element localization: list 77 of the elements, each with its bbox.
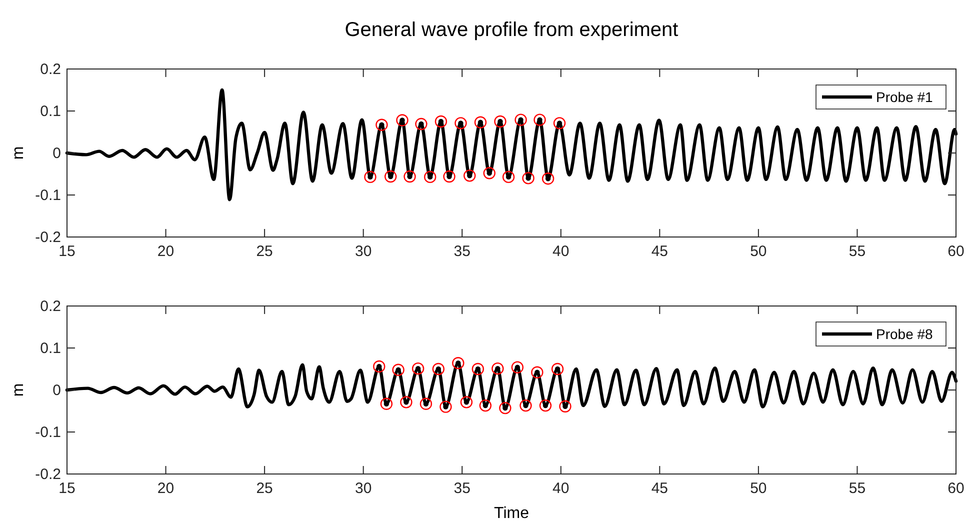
point (380, 398, 393, 410)
point (420, 398, 432, 410)
point (415, 118, 428, 130)
point (400, 396, 412, 408)
x-tick-label: 20 (157, 243, 174, 260)
point (384, 170, 397, 183)
point (494, 115, 506, 128)
point (412, 362, 424, 375)
point (472, 362, 484, 376)
point (531, 366, 544, 378)
point (551, 362, 564, 376)
y-tick-label: 0.1 (40, 103, 61, 120)
x-axis-title: Time (494, 505, 530, 522)
x-tick-label: 55 (848, 480, 866, 497)
x-tick-label: 55 (848, 243, 866, 260)
point (460, 396, 473, 408)
y-tick-label: 0.2 (40, 298, 61, 315)
point (483, 167, 496, 180)
point (424, 170, 436, 184)
point (499, 402, 512, 414)
x-tick-label: 50 (750, 480, 767, 497)
point (539, 399, 552, 412)
point (440, 400, 452, 413)
x-tick-label: 45 (651, 243, 668, 260)
y-tick-label: -0.1 (35, 187, 61, 204)
x-tick-label: 15 (58, 243, 76, 260)
chart-title: General wave profile from experiment (344, 19, 679, 41)
y-tick-label: -0.1 (35, 424, 61, 441)
x-tick-label: 15 (58, 480, 76, 497)
x-tick-label: 25 (256, 243, 273, 260)
point (534, 114, 546, 126)
point (432, 362, 445, 376)
point (522, 172, 534, 184)
point (464, 170, 476, 182)
point (511, 361, 524, 374)
x-tick-label: 20 (157, 480, 174, 497)
line-series (65, 88, 958, 202)
point (553, 117, 566, 130)
point (392, 364, 404, 376)
point (514, 114, 527, 126)
x-tick-label: 50 (750, 243, 767, 260)
x-tick-label: 30 (354, 243, 372, 260)
point (364, 170, 376, 184)
x-tick-label: 60 (948, 480, 964, 497)
point (559, 400, 572, 412)
legend-label: Probe #8 (876, 326, 934, 342)
y-tick-label: 0.1 (40, 340, 61, 357)
point (452, 357, 464, 370)
point (479, 399, 492, 412)
y-tick-label: 0 (52, 145, 61, 162)
point (454, 117, 467, 130)
point (434, 115, 448, 128)
point (542, 172, 554, 185)
point (492, 362, 504, 375)
point (502, 170, 515, 184)
x-tick-label: 40 (552, 243, 570, 260)
x-tick-label: 25 (256, 480, 273, 497)
point (396, 114, 408, 126)
x-tick-label: 60 (948, 243, 964, 260)
point (443, 170, 456, 183)
point (376, 118, 388, 131)
point (474, 116, 487, 128)
point (373, 360, 386, 373)
legend-label: Probe #1 (876, 89, 934, 105)
y-tick-label: -0.2 (35, 229, 61, 246)
y-axis-title: m (10, 383, 27, 397)
y-tick-label: 0.2 (40, 61, 61, 78)
x-tick-label: 30 (354, 480, 372, 497)
x-tick-label: 35 (454, 480, 470, 497)
y-tick-label: -0.2 (35, 466, 61, 483)
point (404, 170, 416, 183)
y-tick-label: 0 (52, 382, 61, 399)
point (520, 399, 532, 412)
x-tick-label: 45 (651, 480, 668, 497)
x-tick-label: 35 (454, 243, 470, 260)
y-axis-title: m (10, 146, 27, 160)
x-tick-label: 40 (552, 480, 570, 497)
